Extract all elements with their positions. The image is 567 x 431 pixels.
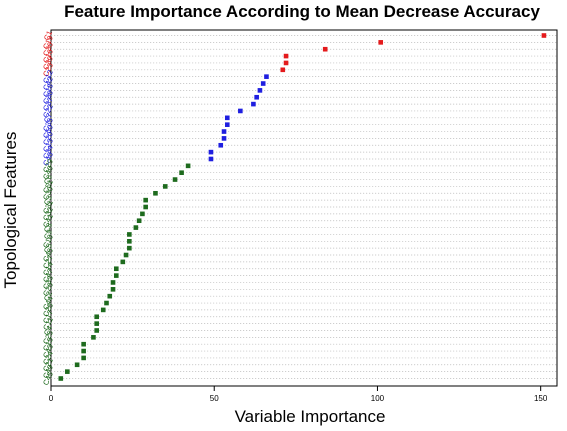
data-point bbox=[120, 259, 126, 265]
data-point bbox=[221, 136, 227, 141]
data-point bbox=[81, 341, 86, 347]
data-point bbox=[110, 280, 116, 285]
data-point bbox=[541, 33, 547, 38]
data-point bbox=[91, 335, 96, 340]
category-label: C3 bbox=[42, 194, 54, 207]
data-point bbox=[133, 225, 139, 230]
data-point bbox=[110, 287, 116, 292]
data-point bbox=[81, 348, 86, 354]
data-point bbox=[257, 88, 263, 93]
data-point bbox=[208, 156, 214, 162]
category-label: C5 bbox=[42, 242, 54, 255]
data-point bbox=[113, 273, 119, 278]
data-point bbox=[254, 94, 259, 100]
data-point bbox=[322, 46, 328, 52]
data-point bbox=[100, 307, 106, 313]
y-axis-title: Topological Features bbox=[1, 132, 20, 289]
x-tick-label: 100 bbox=[371, 394, 385, 403]
category-label: C9 bbox=[42, 228, 54, 241]
x-tick-label: 150 bbox=[534, 394, 548, 403]
chart-title: Feature Importance According to Mean Dec… bbox=[64, 2, 540, 21]
data-point bbox=[127, 232, 132, 237]
data-point bbox=[65, 369, 70, 374]
data-point bbox=[224, 115, 230, 121]
data-point bbox=[94, 321, 100, 326]
x-tick-label: 0 bbox=[49, 394, 54, 403]
data-point bbox=[208, 149, 214, 155]
data-point bbox=[140, 211, 145, 217]
x-tick-label: 50 bbox=[210, 394, 219, 403]
data-point bbox=[74, 362, 80, 368]
x-axis-ticks: 0 50 100 150 bbox=[49, 386, 548, 403]
data-point bbox=[185, 163, 191, 169]
data-point bbox=[58, 376, 64, 381]
data-point bbox=[280, 67, 286, 73]
data-point bbox=[172, 177, 178, 182]
data-point bbox=[153, 190, 158, 196]
data-point bbox=[283, 53, 289, 59]
category-labels: C1C19C36C16C39C23C12C42C18C38C37C22C7C35… bbox=[41, 29, 55, 387]
data-point bbox=[94, 328, 100, 333]
data-point bbox=[104, 300, 109, 306]
data-point bbox=[283, 60, 289, 66]
data-point bbox=[81, 355, 86, 361]
data-point bbox=[143, 197, 148, 203]
data-point bbox=[127, 239, 132, 244]
category-label: C8 bbox=[42, 221, 54, 234]
data-point bbox=[127, 245, 132, 251]
data-point bbox=[218, 142, 224, 148]
data-points bbox=[58, 33, 547, 381]
data-point bbox=[123, 252, 129, 258]
data-point bbox=[260, 81, 266, 86]
data-point bbox=[107, 293, 113, 299]
data-point bbox=[179, 170, 184, 175]
category-label: C7 bbox=[42, 112, 54, 125]
data-point bbox=[264, 74, 269, 79]
data-point bbox=[143, 204, 148, 210]
data-point bbox=[162, 184, 168, 189]
data-point bbox=[251, 101, 256, 107]
category-label: C2 bbox=[42, 290, 54, 303]
category-label: C4 bbox=[42, 324, 54, 337]
grid-layer bbox=[51, 35, 557, 379]
data-point bbox=[94, 314, 100, 320]
category-label: C6 bbox=[42, 173, 54, 186]
data-point bbox=[221, 129, 227, 134]
category-label: C1 bbox=[42, 29, 54, 42]
data-point bbox=[113, 266, 119, 272]
plot-frame bbox=[50, 29, 558, 387]
data-point bbox=[136, 218, 142, 224]
data-point bbox=[224, 122, 230, 127]
data-point bbox=[378, 40, 384, 45]
data-point bbox=[238, 108, 243, 114]
x-axis-title: Variable Importance bbox=[235, 407, 386, 426]
